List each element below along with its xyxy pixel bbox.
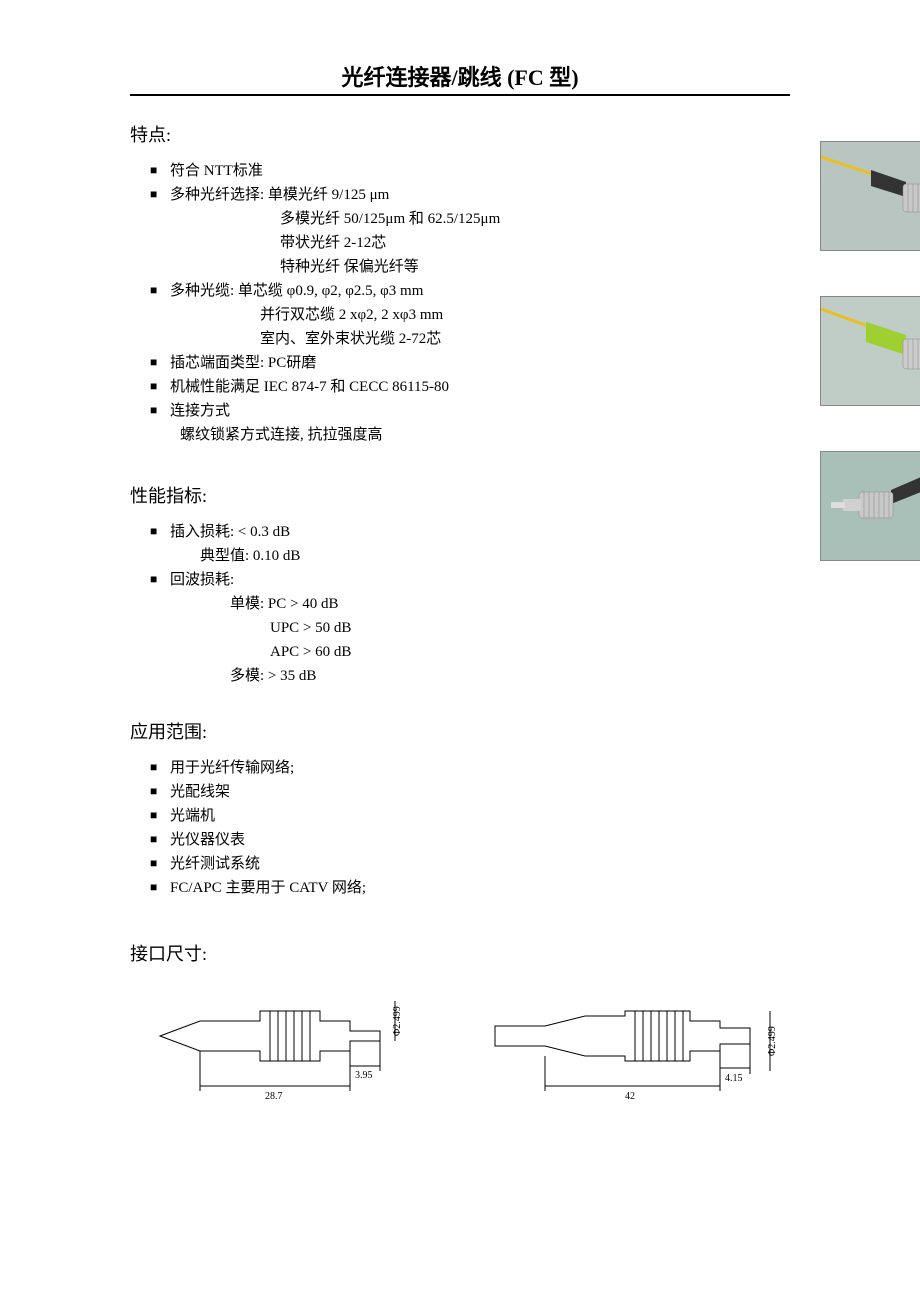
app-item: 光端机 <box>150 804 800 828</box>
feature-item: 符合 NTT标准 <box>150 159 800 183</box>
perf-sub: 多模: > 35 dB <box>230 664 800 688</box>
product-image-1 <box>820 141 920 251</box>
perf-sub: 典型值: 0.10 dB <box>200 544 800 568</box>
app-item: 用于光纤传输网络; <box>150 756 800 780</box>
fiber-sub: 带状光纤 2-12芯 <box>280 231 800 255</box>
product-image-3 <box>820 451 920 561</box>
text-column: 特点: 符合 NTT标准 多种光纤选择: 单模光纤 9/125 μm 多模光纤 … <box>130 121 800 1106</box>
dim-label: 4.15 <box>725 1073 743 1084</box>
perf-sub: APC > 60 dB <box>270 640 800 664</box>
diagram-1: 28.7 3.95 Φ2.499 <box>150 996 430 1106</box>
product-image-2 <box>820 296 920 406</box>
dimensions-heading: 接口尺寸: <box>130 940 800 966</box>
dim-label: 28.7 <box>265 1091 283 1102</box>
page-title: 光纤连接器/跳线 (FC 型) <box>130 60 790 96</box>
feature-item: 多种光纤选择: 单模光纤 9/125 μm <box>150 183 800 207</box>
fiber-sub: 多模光纤 50/125μm 和 62.5/125μm <box>280 207 800 231</box>
dim-label: Φ2.499 <box>767 1026 778 1056</box>
cable-sub: 室内、室外束状光缆 2-72芯 <box>260 327 800 351</box>
diagram-2: 42 4.15 Φ2.499 <box>490 996 800 1106</box>
perf-item: 回波损耗: <box>150 568 800 592</box>
perf-sub: UPC > 50 dB <box>270 616 800 640</box>
dim-label: Φ2.499 <box>392 1006 403 1036</box>
connect-sub: 螺纹锁紧方式连接, 抗拉强度高 <box>180 423 800 447</box>
applications-list: 用于光纤传输网络; 光配线架 光端机 光仪器仪表 光纤测试系统 FC/APC 主… <box>150 756 800 900</box>
feature-item: 机械性能满足 IEC 874-7 和 CECC 86115-80 <box>150 375 800 399</box>
app-item: 光仪器仪表 <box>150 828 800 852</box>
image-column <box>820 121 920 1106</box>
dim-label: 3.95 <box>355 1070 373 1081</box>
features-heading: 特点: <box>130 121 800 147</box>
performance-heading: 性能指标: <box>130 482 800 508</box>
diagrams-row: 28.7 3.95 Φ2.499 <box>150 996 800 1106</box>
features-list: 插芯端面类型: PC研磨 机械性能满足 IEC 874-7 和 CECC 861… <box>150 351 800 423</box>
features-list: 符合 NTT标准 多种光纤选择: 单模光纤 9/125 μm <box>150 159 800 207</box>
perf-item: 插入损耗: < 0.3 dB <box>150 520 800 544</box>
dim-label: 42 <box>625 1091 635 1102</box>
fiber-sub: 特种光纤 保偏光纤等 <box>280 255 800 279</box>
app-item: 光配线架 <box>150 780 800 804</box>
app-item: 光纤测试系统 <box>150 852 800 876</box>
cable-sub: 并行双芯缆 2 xφ2, 2 xφ3 mm <box>260 303 800 327</box>
applications-heading: 应用范围: <box>130 718 800 744</box>
feature-item: 多种光缆: 单芯缆 φ0.9, φ2, φ2.5, φ3 mm <box>150 279 800 303</box>
app-item: FC/APC 主要用于 CATV 网络; <box>150 876 800 900</box>
features-list: 多种光缆: 单芯缆 φ0.9, φ2, φ2.5, φ3 mm <box>150 279 800 303</box>
feature-item: 插芯端面类型: PC研磨 <box>150 351 800 375</box>
perf-sub: 单模: PC > 40 dB <box>230 592 800 616</box>
feature-item: 连接方式 <box>150 399 800 423</box>
performance-list: 插入损耗: < 0.3 dB <box>150 520 800 544</box>
main-content: 特点: 符合 NTT标准 多种光纤选择: 单模光纤 9/125 μm 多模光纤 … <box>130 121 790 1106</box>
performance-list: 回波损耗: <box>150 568 800 592</box>
